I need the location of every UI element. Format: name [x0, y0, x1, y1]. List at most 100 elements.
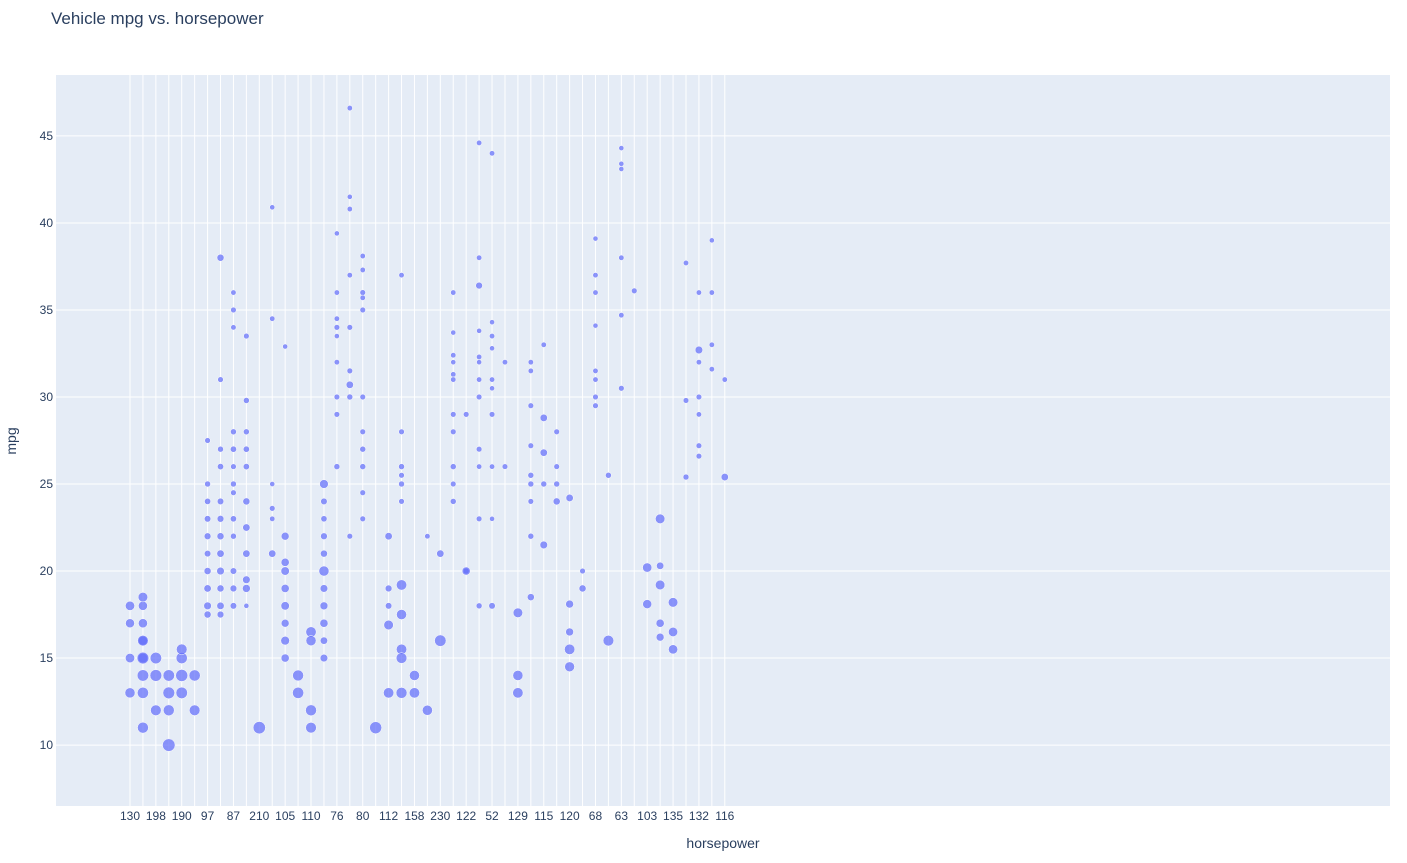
data-point [618, 385, 625, 392]
data-point [512, 687, 524, 699]
x-tick-label: 158 [404, 809, 424, 823]
data-point [320, 515, 328, 523]
data-point [359, 463, 366, 470]
data-point [695, 442, 702, 449]
data-point [346, 367, 353, 374]
data-point [668, 644, 678, 655]
data-point [333, 324, 340, 331]
y-tick-label: 45 [40, 129, 54, 143]
data-point [347, 194, 353, 200]
data-point [539, 413, 548, 422]
data-point [369, 721, 382, 734]
data-point [618, 160, 625, 167]
data-point [398, 498, 405, 505]
data-point [216, 601, 225, 610]
data-point [269, 481, 276, 487]
data-point [694, 345, 703, 355]
data-point [359, 393, 366, 401]
data-point [527, 498, 534, 505]
data-point [137, 592, 148, 603]
data-point [217, 463, 224, 470]
data-point [150, 704, 162, 716]
data-point [242, 497, 251, 506]
data-point [384, 584, 393, 593]
data-point [204, 550, 212, 558]
data-point [422, 704, 433, 716]
data-point [592, 376, 599, 383]
data-point [229, 584, 238, 593]
data-point [188, 669, 201, 682]
x-tick-label: 198 [146, 809, 166, 823]
data-point [137, 635, 149, 647]
data-point [125, 600, 135, 611]
data-point [149, 652, 162, 665]
data-point [708, 366, 715, 373]
data-point [216, 549, 225, 558]
data-point [450, 463, 457, 470]
data-point [359, 445, 366, 453]
data-point [450, 352, 457, 359]
data-point [708, 341, 715, 348]
x-tick-label: 129 [508, 809, 528, 823]
data-point [527, 442, 534, 449]
data-point [383, 619, 394, 631]
data-point [564, 643, 576, 655]
data-point [269, 505, 276, 512]
x-tick-label: 130 [120, 809, 140, 823]
data-point [502, 359, 508, 366]
x-tick-label: 76 [330, 809, 344, 823]
data-point [138, 618, 148, 629]
data-point [450, 428, 457, 435]
data-point [138, 601, 148, 611]
data-point [476, 515, 483, 522]
data-point [383, 687, 395, 699]
data-point [203, 584, 212, 593]
data-point [461, 566, 471, 576]
data-point [346, 324, 353, 331]
data-point [618, 312, 625, 319]
x-tick-label: 190 [172, 809, 192, 823]
data-point [489, 516, 495, 522]
data-point [230, 445, 237, 453]
data-point [319, 584, 329, 593]
data-point [359, 266, 366, 273]
data-point [385, 602, 393, 610]
data-point [512, 670, 524, 681]
data-point [592, 393, 599, 401]
data-point [216, 515, 225, 523]
data-point [346, 105, 353, 112]
data-point [243, 463, 250, 470]
x-tick-label: 132 [689, 809, 709, 823]
data-point [203, 610, 212, 619]
data-point [346, 272, 353, 279]
data-point [424, 533, 431, 540]
data-point [655, 513, 666, 524]
data-point [242, 575, 251, 584]
data-point [436, 549, 445, 558]
data-point [243, 332, 250, 340]
data-point [512, 607, 523, 618]
data-point [124, 687, 136, 699]
data-point [230, 306, 237, 314]
data-point [489, 463, 495, 470]
data-point [409, 670, 420, 681]
data-point [280, 636, 290, 646]
data-point [292, 669, 304, 682]
data-point [476, 354, 483, 360]
data-point [346, 206, 353, 212]
data-point [695, 359, 702, 366]
data-point [243, 603, 250, 609]
data-point [137, 687, 149, 699]
data-point [476, 254, 483, 261]
data-point [565, 627, 574, 637]
data-point [592, 367, 599, 374]
data-point [334, 230, 340, 237]
data-point [280, 566, 290, 576]
data-point [592, 322, 599, 329]
data-point [189, 704, 201, 716]
data-point [527, 472, 535, 479]
data-point [540, 480, 547, 488]
data-point [242, 549, 251, 558]
data-point [398, 272, 405, 279]
data-point [163, 704, 175, 716]
